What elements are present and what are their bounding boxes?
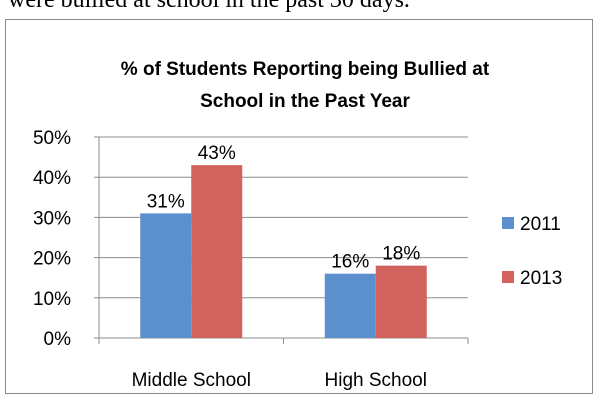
bar [191,165,243,338]
bar [140,213,192,338]
y-tick-label: 40% [33,168,71,189]
chart-title-line: % of Students Reporting being Bullied at [121,59,490,80]
x-tick-label: Middle School [132,370,251,391]
data-label: 31% [147,191,185,212]
chart-title-line: School in the Past Year [200,91,410,112]
y-tick-label: 10% [33,289,71,310]
bar [324,273,376,338]
y-tick-label: 20% [33,249,71,270]
y-tick-label: 0% [44,329,72,350]
legend-label: 2011 [520,214,561,235]
y-tick-label: 30% [33,208,71,229]
y-tick-labels: 0% 10% 20% 30% 40% 50% [33,128,71,350]
chart-title: % of Students Reporting being Bullied at… [121,59,490,112]
legend: 2011 2013 [502,214,562,289]
body-text-fragment: were bullied at school in the past 30 da… [8,0,598,12]
data-label: 18% [382,244,420,265]
data-label: 16% [331,252,369,273]
chart-frame [5,19,593,394]
bars [140,165,427,338]
legend-swatch [502,271,514,283]
bar [375,265,427,338]
x-tick-label: High School [325,370,427,391]
x-tick-labels: Middle School High School [132,370,427,391]
data-label: 43% [198,143,236,164]
y-tick-label: 50% [33,128,71,149]
legend-label: 2013 [520,268,562,289]
data-labels: 31% 43% 16% 18% [147,143,421,273]
legend-swatch [502,217,514,229]
